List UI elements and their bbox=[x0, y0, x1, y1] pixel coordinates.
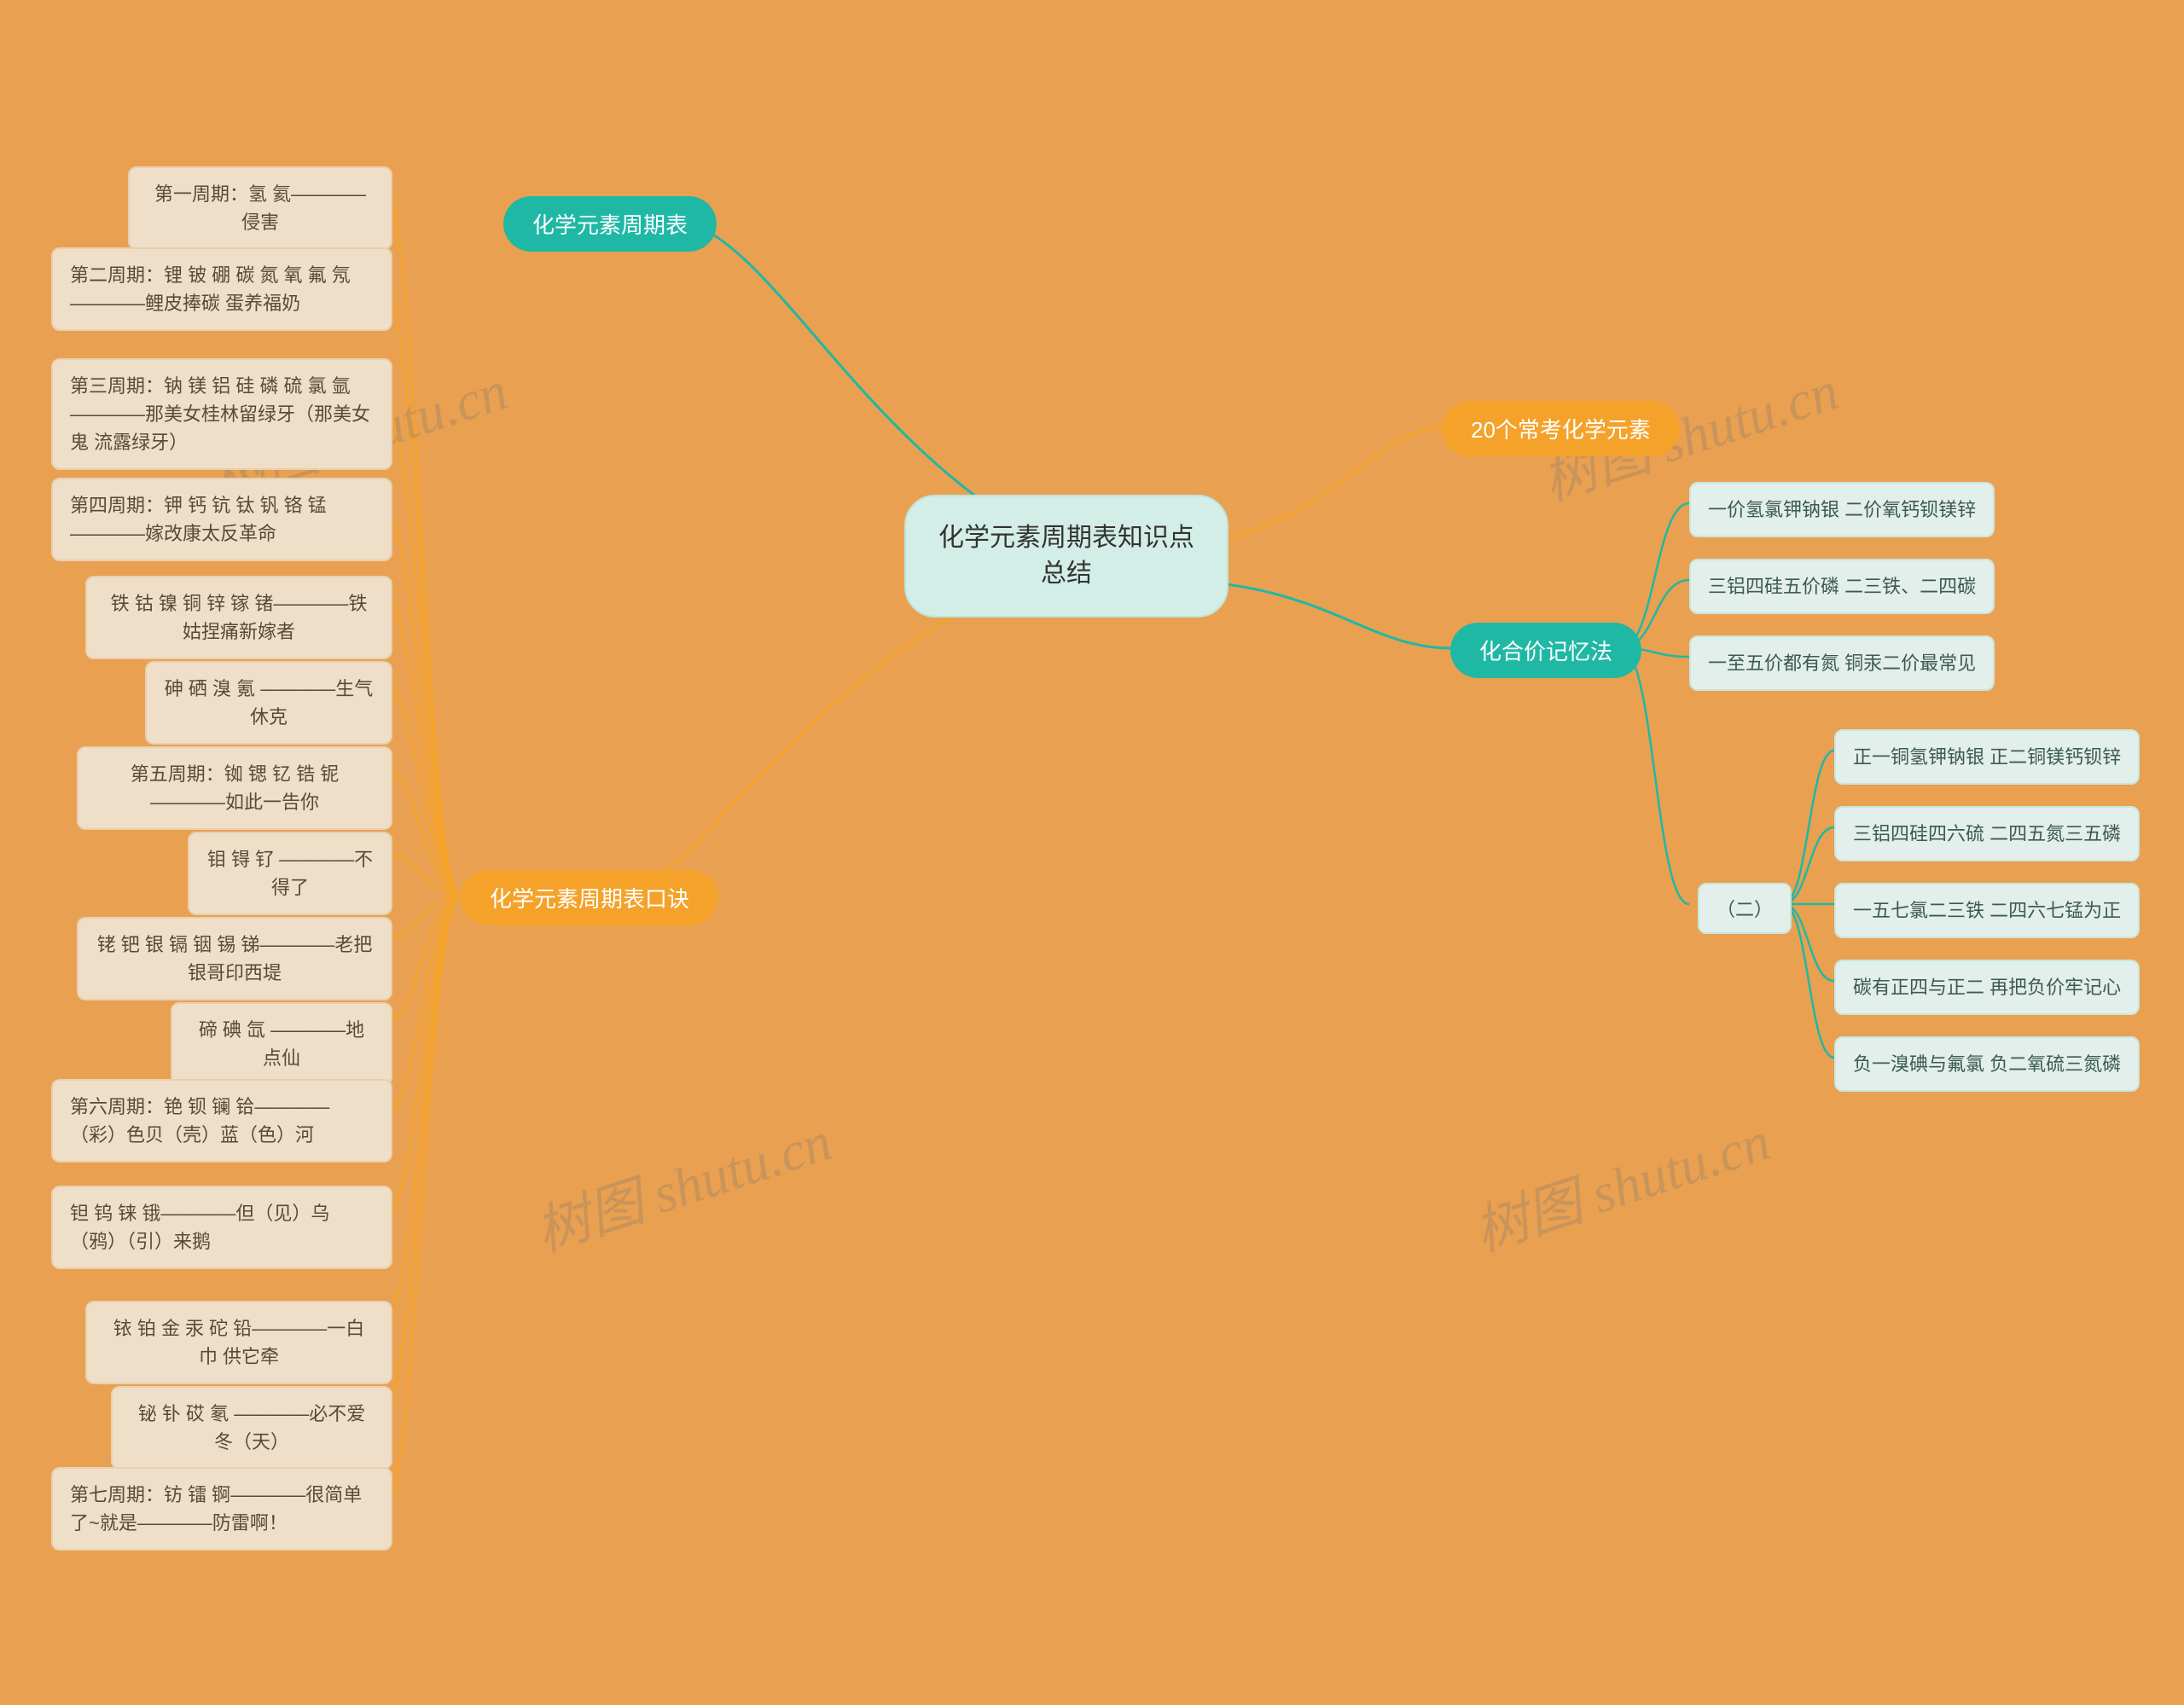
mnemonic-leaf[interactable]: 第三周期：钠 镁 铝 硅 磷 硫 氯 氩————那美女桂林留绿牙（那美女鬼 流露… bbox=[51, 358, 392, 470]
valence-leaf[interactable]: 三铝四硅五价磷 二三铁、二四碳 bbox=[1689, 559, 1995, 614]
mnemonic-leaf[interactable]: 第二周期：锂 铍 硼 碳 氮 氧 氟 氖————鲤皮捧碳 蛋养福奶 bbox=[51, 247, 392, 331]
valence2-leaf[interactable]: 正一铜氢钾钠银 正二铜镁钙钡锌 bbox=[1834, 729, 2140, 785]
mnemonic-leaf[interactable]: 铁 钴 镍 铜 锌 镓 锗————铁姑捏痛新嫁者 bbox=[85, 576, 392, 659]
valence2-leaf[interactable]: 一五七氯二三铁 二四六七锰为正 bbox=[1834, 883, 2140, 938]
branch-valence[interactable]: 化合价记忆法 bbox=[1450, 623, 1641, 678]
valence2-leaf[interactable]: 三铝四硅四六硫 二四五氮三五磷 bbox=[1834, 806, 2140, 861]
mnemonic-leaf[interactable]: 第五周期：铷 锶 钇 锆 铌————如此一告你 bbox=[77, 746, 392, 830]
mnemonic-leaf[interactable]: 第一周期：氢 氦————侵害 bbox=[128, 166, 392, 250]
watermark: 树图 shutu.cn bbox=[525, 1098, 840, 1267]
watermark: 树图 shutu.cn bbox=[1463, 1098, 1779, 1267]
valence-group2-label[interactable]: （二） bbox=[1698, 883, 1792, 934]
mnemonic-leaf[interactable]: 第七周期：钫 镭 锕————很简单了~就是————防雷啊！ bbox=[51, 1467, 392, 1551]
mnemonic-leaf[interactable]: 砷 硒 溴 氪 ————生气 休克 bbox=[145, 661, 392, 745]
valence-leaf[interactable]: 一至五价都有氮 铜汞二价最常见 bbox=[1689, 635, 1995, 691]
valence2-leaf[interactable]: 碳有正四与正二 再把负价牢记心 bbox=[1834, 960, 2140, 1015]
branch-mnemonics[interactable]: 化学元素周期表口诀 bbox=[461, 870, 718, 925]
mnemonic-leaf[interactable]: 第六周期：铯 钡 镧 铪————（彩）色贝（壳）蓝（色）河 bbox=[51, 1079, 392, 1163]
mnemonic-leaf[interactable]: 铱 铂 金 汞 砣 铅————一白巾 供它牵 bbox=[85, 1301, 392, 1384]
mnemonic-leaf[interactable]: 铋 钋 砹 氡 ————必不爱冬（天） bbox=[111, 1386, 392, 1470]
root-node[interactable]: 化学元素周期表知识点总结 bbox=[904, 495, 1228, 618]
valence2-leaf[interactable]: 负一溴碘与氟氯 负二氧硫三氮磷 bbox=[1834, 1036, 2140, 1092]
mnemonic-leaf[interactable]: 钽 钨 铼 锇————但（见）乌（鸦）（引）来鹅 bbox=[51, 1186, 392, 1269]
valence-leaf[interactable]: 一价氢氯钾钠银 二价氧钙钡镁锌 bbox=[1689, 482, 1995, 537]
mnemonic-leaf[interactable]: 碲 碘 氙 ————地点仙 bbox=[171, 1002, 392, 1086]
branch-20-elements[interactable]: 20个常考化学元素 bbox=[1442, 401, 1680, 456]
mnemonic-leaf[interactable]: 铑 钯 银 镉 铟 锡 锑————老把银哥印西堤 bbox=[77, 917, 392, 1000]
mnemonic-leaf[interactable]: 钼 锝 钌 ————不得了 bbox=[188, 832, 392, 915]
mnemonic-leaf[interactable]: 第四周期：钾 钙 钪 钛 钒 铬 锰————嫁改康太反革命 bbox=[51, 478, 392, 561]
branch-periodic-table[interactable]: 化学元素周期表 bbox=[503, 196, 717, 252]
